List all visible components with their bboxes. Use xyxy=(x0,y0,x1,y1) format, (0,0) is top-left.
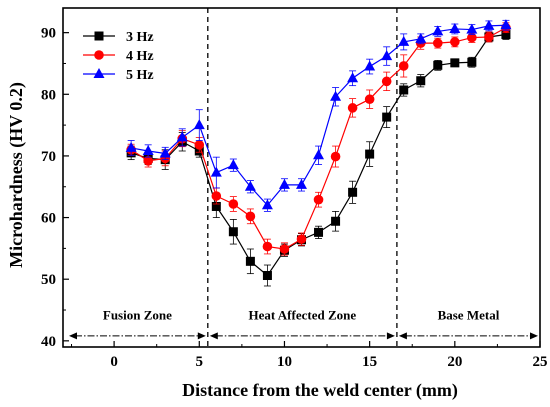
axes-layer: 0 5 10 15 20 25 40 50 60 70 80 90 xyxy=(41,7,548,370)
legend-entry: 5 Hz xyxy=(83,68,154,83)
data-point xyxy=(433,60,443,70)
x-axis-title: Distance from the weld center (mm) xyxy=(182,380,458,401)
zone-arrowhead-left xyxy=(209,332,218,340)
legend-marker xyxy=(94,31,104,41)
x-tick-label: 20 xyxy=(447,354,462,370)
data-point xyxy=(348,187,358,197)
x-tick-label: 5 xyxy=(196,354,204,370)
data-point xyxy=(313,149,325,160)
data-point xyxy=(415,32,427,43)
y-axis-title: Microhardness (HV 0.2) xyxy=(6,82,27,268)
data-point xyxy=(347,103,358,113)
data-point xyxy=(261,199,273,210)
zone-arrowhead-left xyxy=(69,332,77,340)
annotations-layer: Fusion Zone Heat Affected Zone Base Metal xyxy=(69,8,538,347)
series-group xyxy=(125,19,512,212)
data-point xyxy=(466,23,478,34)
zone-arrowhead-right xyxy=(386,332,395,340)
data-point xyxy=(331,216,341,226)
data-point xyxy=(278,178,290,189)
data-point xyxy=(125,141,137,152)
series-layer xyxy=(125,19,512,287)
data-point xyxy=(211,191,222,201)
data-point xyxy=(313,194,324,205)
data-point xyxy=(228,227,238,237)
data-point xyxy=(314,227,324,237)
data-point xyxy=(347,72,359,83)
legend-label: 5 Hz xyxy=(126,68,154,83)
data-point xyxy=(143,156,153,166)
legend-entry: 3 Hz xyxy=(83,30,154,45)
data-point xyxy=(364,94,375,105)
zone-arrowhead-left xyxy=(398,332,407,340)
data-point xyxy=(416,76,426,86)
y-tick-label: 80 xyxy=(41,87,56,103)
data-point xyxy=(484,32,494,42)
data-point xyxy=(279,244,290,254)
data-point xyxy=(381,50,393,61)
data-point xyxy=(364,60,376,71)
zone-label: Fusion Zone xyxy=(103,307,172,322)
data-point xyxy=(483,19,495,30)
x-tick-label: 15 xyxy=(362,354,377,370)
data-point xyxy=(467,32,477,43)
data-point xyxy=(210,166,222,177)
zone-arrowhead-right xyxy=(197,332,206,340)
data-point xyxy=(450,58,460,68)
plot-frame xyxy=(62,7,541,348)
data-point xyxy=(262,271,272,281)
series-line xyxy=(130,27,507,250)
data-point xyxy=(211,201,221,211)
legend-label: 4 Hz xyxy=(126,49,154,64)
data-point xyxy=(382,112,392,122)
x-tick-label: 0 xyxy=(110,354,118,370)
data-point xyxy=(194,140,205,150)
data-point xyxy=(330,90,342,101)
x-tick-label: 25 xyxy=(533,354,548,370)
data-point xyxy=(450,37,460,47)
series-group xyxy=(126,22,511,256)
data-point xyxy=(432,38,443,48)
legend-entry: 4 Hz xyxy=(83,49,154,64)
data-point xyxy=(399,85,409,95)
data-point xyxy=(245,211,256,222)
zone-label: Base Metal xyxy=(438,307,500,322)
data-point xyxy=(330,151,341,162)
data-point xyxy=(244,180,256,191)
zone-label: Heat Affected Zone xyxy=(249,307,357,322)
data-point xyxy=(176,131,188,142)
legend-label: 3 Hz xyxy=(126,30,154,45)
x-tick-label: 10 xyxy=(277,354,292,370)
y-tick-label: 70 xyxy=(41,149,56,165)
data-point xyxy=(449,22,461,33)
y-tick-label: 90 xyxy=(41,26,56,42)
data-point xyxy=(501,30,511,40)
data-point xyxy=(398,61,409,71)
y-tick-label: 40 xyxy=(41,334,56,350)
data-point xyxy=(245,256,255,266)
data-point xyxy=(398,35,410,46)
data-point xyxy=(262,241,273,252)
data-point xyxy=(142,144,154,155)
data-point xyxy=(500,19,512,30)
data-point xyxy=(296,234,307,244)
data-point xyxy=(227,159,239,170)
data-point xyxy=(228,199,239,209)
legend-layer: 3 Hz 4 Hz 5 Hz xyxy=(83,30,154,83)
data-point xyxy=(193,119,205,130)
y-tick-label: 50 xyxy=(41,272,56,288)
series-line xyxy=(131,24,506,207)
data-point xyxy=(296,178,307,189)
data-point xyxy=(159,147,171,158)
legend-marker xyxy=(93,68,105,78)
data-point xyxy=(365,149,375,159)
legend-marker xyxy=(94,50,104,60)
data-point xyxy=(467,57,477,67)
data-point xyxy=(381,76,392,87)
data-point xyxy=(432,25,444,36)
y-tick-label: 60 xyxy=(41,211,56,227)
zone-arrowhead-right xyxy=(530,332,538,340)
